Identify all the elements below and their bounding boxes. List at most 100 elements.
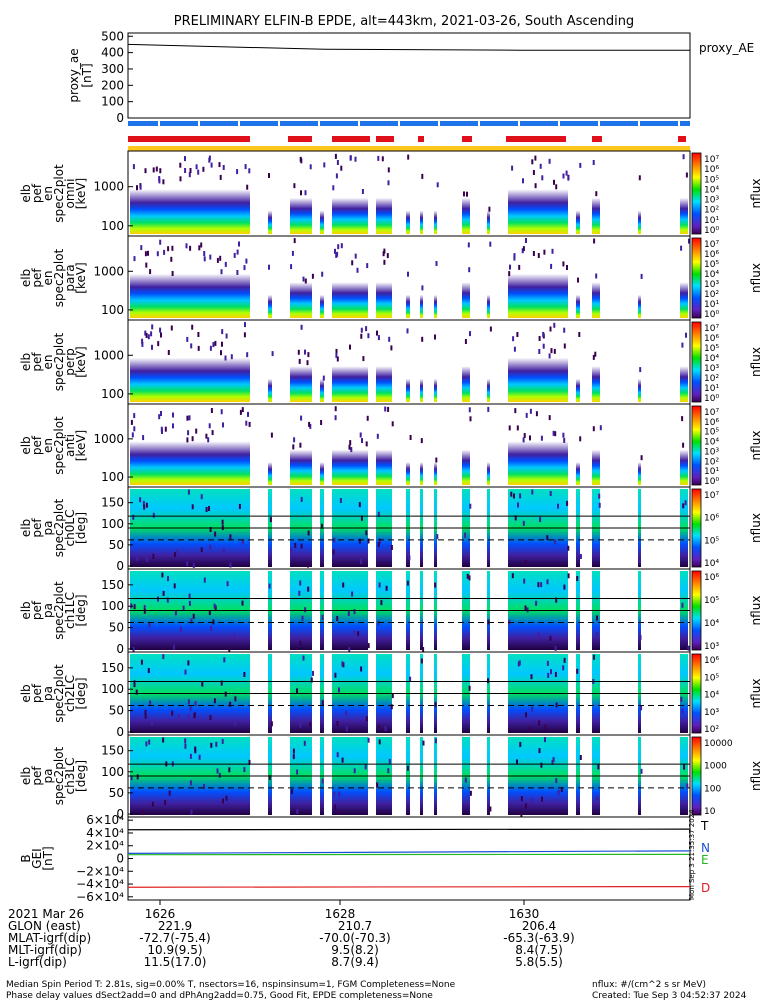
- colorbar-tick-label: 10²: [704, 206, 719, 216]
- spectrogram-speck: [296, 688, 298, 694]
- colorbar-tick-label: 10¹: [704, 467, 719, 477]
- spectrogram-speck: [145, 262, 148, 268]
- spectrogram-speck: [306, 360, 309, 366]
- spectrogram-speck: [170, 256, 173, 262]
- panel-ylabel: elbpefpaspec2plotch2LC[deg]: [19, 664, 88, 723]
- spectrogram-speck: [365, 326, 368, 332]
- spectrogram-speck: [367, 737, 370, 743]
- spectrogram-speck: [554, 431, 557, 437]
- bfield-legend-N: N: [701, 841, 710, 855]
- spectrogram-panel-1: 1000100elbpefenspec2plotomni[keV]10⁷10⁶1…: [19, 150, 763, 237]
- spectrogram-speck: [224, 355, 227, 361]
- spectrogram-speck: [535, 600, 538, 606]
- spectrogram-speck: [638, 558, 641, 564]
- ytick-label: 100: [101, 599, 124, 613]
- spectrogram-speck: [563, 584, 566, 590]
- spectrogram-speck: [307, 530, 310, 536]
- spectrogram-speck: [221, 519, 224, 525]
- spectrogram-speck: [377, 542, 380, 547]
- spectrogram-speck: [290, 789, 293, 794]
- spectrogram-speck: [567, 175, 570, 181]
- spectrogram-speck: [210, 162, 213, 168]
- spectrogram-speck: [420, 438, 423, 444]
- spectrogram-speck: [208, 423, 211, 429]
- spectrogram-speck: [241, 539, 244, 545]
- spectrogram-speck: [552, 757, 555, 763]
- spectrogram-speck: [406, 328, 409, 334]
- spectrogram-speck: [562, 665, 565, 671]
- spectrogram-speck: [131, 432, 134, 438]
- spectrogram-speck: [347, 611, 350, 617]
- spectrogram-speck: [239, 409, 242, 415]
- spectrogram-speck: [390, 704, 393, 710]
- spectrogram-speck: [422, 647, 425, 652]
- spectrogram-speck: [532, 251, 535, 256]
- spectrogram-speck: [321, 614, 324, 620]
- spectrogram-speck: [550, 669, 552, 675]
- state-bar-red: [462, 136, 472, 142]
- state-bar-gap: [678, 121, 680, 126]
- spectrogram-speck: [151, 344, 153, 350]
- spectrogram-speck: [566, 265, 568, 270]
- state-bar-gap: [558, 121, 560, 126]
- spectrogram-speck: [512, 336, 515, 342]
- spectrogram-speck: [640, 455, 643, 461]
- spectrogram-speck: [321, 271, 324, 277]
- spectrogram-block: [576, 294, 580, 318]
- spectrogram-speck: [562, 432, 565, 438]
- spectrogram-speck: [233, 633, 236, 639]
- spectrogram-speck: [222, 798, 224, 804]
- xaxis-row-value: -65.3(-63.9): [503, 931, 574, 945]
- colorbar-tick-label: 10⁵: [704, 673, 719, 683]
- spectrogram-speck: [184, 738, 187, 744]
- spectrogram-speck: [367, 538, 370, 544]
- footer-line-2: Phase delay values dSect2add=0 and dPhAn…: [6, 991, 433, 1000]
- spectrogram-speck: [187, 430, 190, 436]
- ytick-label: 50: [109, 538, 124, 552]
- spectrogram-speck: [508, 271, 511, 277]
- spectrogram-speck: [173, 583, 176, 589]
- spectrogram-speck: [139, 497, 142, 503]
- spectrogram-block: [376, 449, 392, 485]
- spectrogram-speck: [377, 511, 380, 517]
- xaxis-row-value: 8.4(7.5): [515, 943, 563, 957]
- spectrogram-speck: [467, 718, 469, 724]
- colorbar-tick-label: 10¹: [704, 216, 719, 226]
- spectrogram-speck: [155, 166, 158, 172]
- spectrogram-speck: [334, 804, 337, 810]
- spectrogram-speck: [132, 514, 135, 520]
- spectrogram-speck: [530, 674, 533, 680]
- spectrogram-speck: [210, 742, 213, 748]
- spectrogram-speck: [164, 426, 167, 432]
- spectrogram-speck: [245, 420, 248, 426]
- spectrogram-speck: [292, 748, 295, 754]
- panel-ylabel: elbpefpaspec2plotch1LC[deg]: [19, 581, 88, 640]
- spectrogram-speck: [682, 503, 685, 509]
- state-bar-yellow: [128, 146, 690, 151]
- state-bar-gap: [198, 121, 200, 126]
- spectrogram-speck: [520, 811, 523, 817]
- spectrogram-speck: [387, 768, 390, 774]
- spectrogram-speck: [554, 539, 557, 545]
- spectrogram-speck: [151, 801, 154, 807]
- spectrogram-speck: [241, 600, 244, 606]
- xaxis-row-value: 9.5(8.2): [331, 943, 379, 957]
- spectrogram-speck: [563, 437, 566, 443]
- spectrogram-speck: [130, 419, 133, 425]
- spectrogram-speck: [216, 257, 219, 263]
- spectrogram-speck: [640, 768, 643, 774]
- spectrogram-speck: [334, 672, 337, 678]
- spectrogram-speck: [296, 769, 299, 775]
- spectrogram-speck: [434, 738, 437, 744]
- spectrogram-speck: [514, 408, 517, 414]
- spectrogram-speck: [300, 496, 303, 502]
- spectrogram-speck: [203, 577, 206, 583]
- spectrogram-block: [576, 210, 580, 234]
- spectrogram-speck: [468, 685, 471, 691]
- spectrogram-speck: [198, 245, 201, 251]
- bfield-legend-D: D: [701, 881, 710, 895]
- spectrogram-speck: [133, 682, 136, 688]
- spectrogram-speck: [421, 336, 424, 342]
- spectrogram-speck: [193, 713, 196, 719]
